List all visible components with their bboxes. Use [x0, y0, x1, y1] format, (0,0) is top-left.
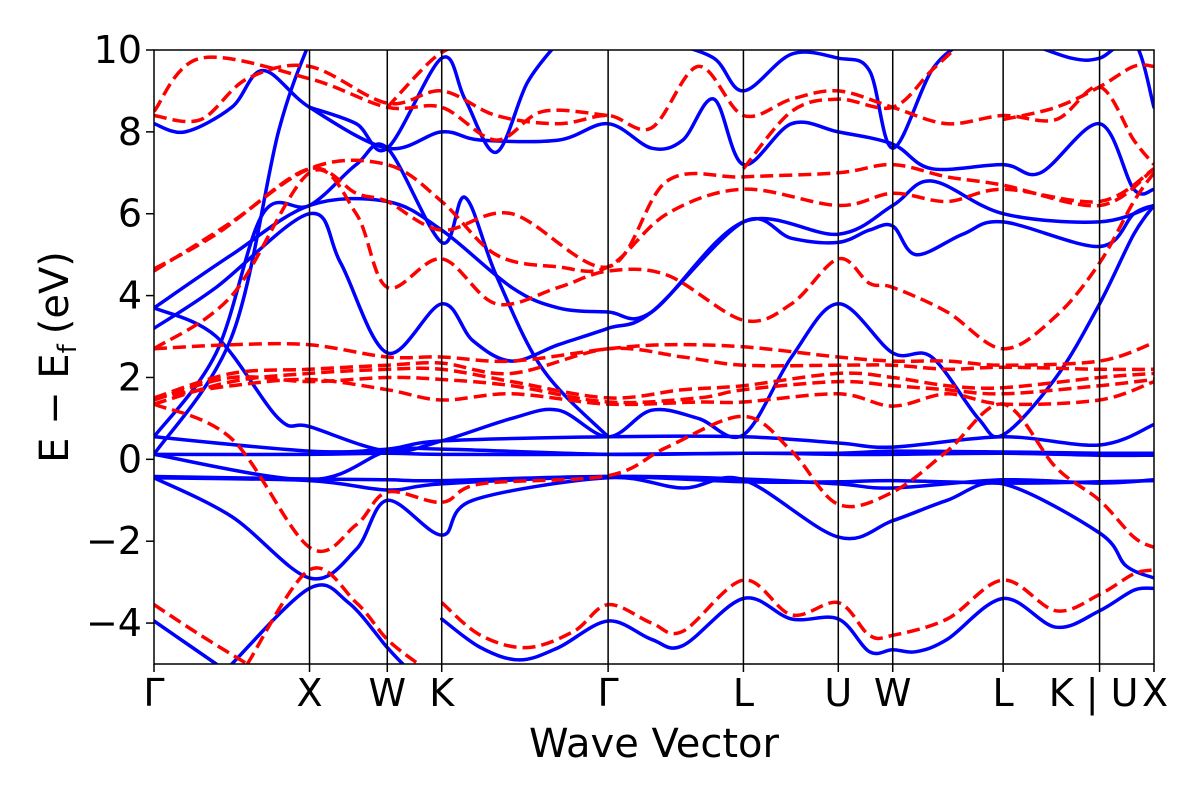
x-tick-label: W — [874, 671, 912, 715]
dashed-band-1 — [245, 566, 420, 664]
solid-band-6 — [439, 586, 1154, 662]
dashed-band-12 — [154, 63, 1154, 166]
x-tick-label: Γ — [598, 671, 619, 715]
y-axis-label-subscript: f — [53, 343, 83, 353]
x-tick-label: X — [1142, 671, 1168, 715]
y-tick-label: 4 — [118, 274, 142, 318]
dashed-band-16 — [1002, 63, 1154, 122]
x-tick-label: Γ — [143, 671, 164, 715]
solid-band-12 — [154, 68, 1154, 196]
x-tick-label: X — [296, 671, 322, 715]
solid-band-15 — [307, 50, 554, 155]
y-tick-label: 10 — [94, 28, 142, 72]
high-symmetry-lines — [308, 50, 1101, 664]
solid-band-8 — [154, 475, 1154, 581]
dashed-band-2 — [440, 568, 1154, 650]
y-axis-label-unit: (eV) — [32, 251, 78, 334]
solid-band-1 — [154, 474, 1154, 492]
y-tick-label: −2 — [86, 519, 142, 563]
dashed-band-14 — [386, 50, 450, 109]
y-axis-ticks: −4 −2 0 2 4 6 8 10 — [86, 28, 154, 645]
band-lines — [154, 50, 1154, 664]
y-axis-label-main: E − E — [32, 353, 78, 463]
x-tick-label: L — [993, 671, 1014, 715]
dashed-band-7 — [154, 346, 1154, 400]
y-tick-label: 6 — [118, 192, 142, 236]
dashed-band-6 — [154, 366, 1154, 406]
x-axis-label: Wave Vector — [529, 721, 780, 767]
y-tick-label: 2 — [118, 355, 142, 399]
x-tick-label: K | U — [1049, 671, 1139, 716]
solid-band-16 — [689, 50, 955, 150]
y-axis-label: E − Ef (eV) — [32, 251, 83, 463]
y-tick-label: 0 — [118, 437, 142, 481]
dashed-band-11 — [154, 162, 1154, 273]
dashed-band-10 — [154, 158, 1154, 274]
solid-band-3 — [154, 446, 1154, 482]
dashed-band-8 — [154, 341, 1154, 367]
solid-band-9 — [154, 203, 1154, 363]
solid-band-10 — [154, 203, 1154, 454]
solid-band-11 — [154, 179, 1154, 321]
solid-band-13 — [154, 142, 610, 439]
x-tick-label: L — [733, 671, 754, 715]
dashed-band-5 — [154, 375, 1154, 405]
dashed-band-9 — [154, 168, 1154, 351]
solid-band-14 — [154, 50, 309, 457]
plot-frame — [153, 49, 1155, 665]
x-tick-label: W — [368, 671, 406, 715]
dashed-band-15 — [742, 50, 957, 170]
dashed-band-13 — [154, 55, 609, 142]
dashed-band-0 — [154, 603, 249, 664]
solid-band-5 — [154, 619, 218, 664]
solid-band-7 — [230, 583, 405, 664]
y-tick-label: 8 — [118, 110, 142, 154]
x-tick-label: K — [429, 671, 455, 715]
dashed-band-3 — [154, 402, 1154, 554]
x-tick-label: U — [824, 671, 852, 715]
solid-band-4 — [154, 422, 1154, 454]
y-tick-label: −4 — [86, 601, 142, 645]
